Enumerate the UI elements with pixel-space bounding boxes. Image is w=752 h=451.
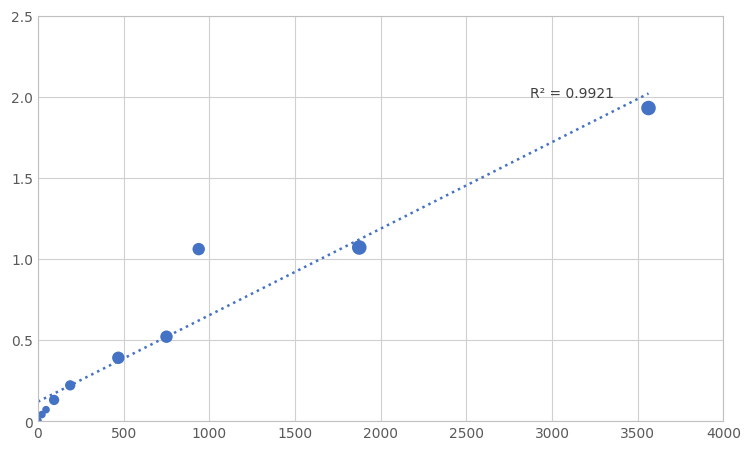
Point bbox=[353, 244, 365, 252]
Point bbox=[642, 105, 654, 112]
Point bbox=[36, 411, 48, 418]
Point bbox=[40, 406, 52, 414]
Point bbox=[193, 246, 205, 253]
Point bbox=[112, 354, 124, 362]
Point bbox=[32, 417, 44, 424]
Point bbox=[160, 333, 172, 341]
Text: R² = 0.9921: R² = 0.9921 bbox=[529, 87, 614, 101]
Point bbox=[64, 382, 76, 389]
Point bbox=[48, 396, 60, 404]
